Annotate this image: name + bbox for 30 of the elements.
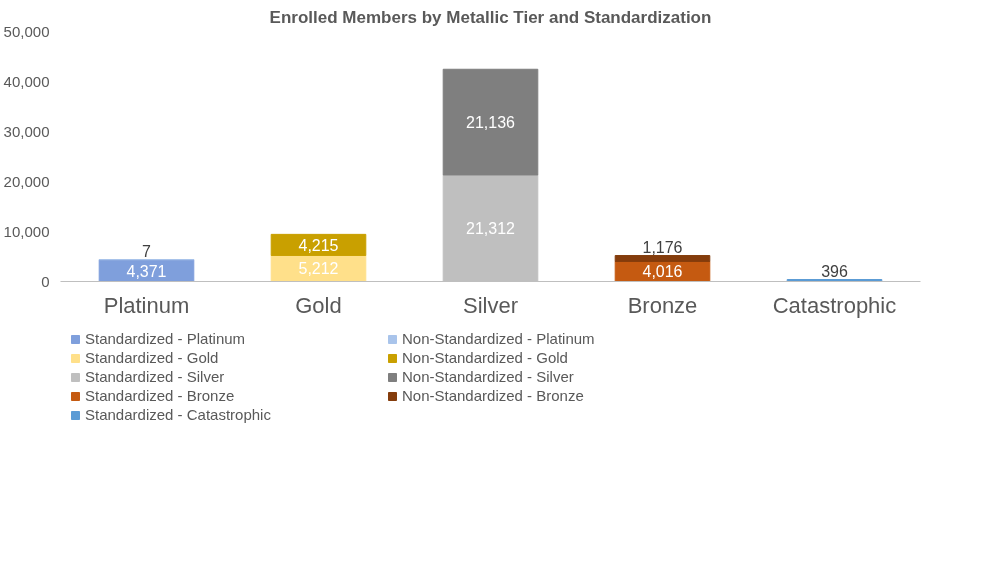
- legend-label: Standardized - Bronze: [85, 387, 236, 404]
- legend-label: Non-Standardized - Silver: [402, 368, 575, 385]
- chart-title: Enrolled Members by Metallic Tier and Standardization: [269, 7, 712, 27]
- legend-label: Non-Standardized - Gold: [402, 349, 569, 366]
- legend-label: Standardized - Platinum: [85, 330, 247, 347]
- x-tick-label: Catastrophic: [772, 292, 897, 318]
- legend-label: Standardized - Silver: [85, 368, 226, 385]
- y-tick-label: 10,000: [3, 222, 50, 240]
- y-tick-label: 50,000: [3, 22, 50, 40]
- y-tick-label: 0: [41, 272, 50, 290]
- y-tick-label: 40,000: [3, 72, 50, 90]
- data-label: 396: [821, 262, 848, 280]
- data-label: 4,016: [642, 263, 683, 281]
- legend-label: Non-Standardized - Bronze: [402, 387, 585, 404]
- data-label: 21,136: [466, 114, 516, 132]
- x-tick-label: Gold: [295, 292, 342, 318]
- data-label: 7: [142, 242, 152, 260]
- data-label: 4,371: [126, 262, 167, 280]
- y-tick-label: 20,000: [3, 172, 50, 190]
- legend-label: Non-Standardized - Platinum: [402, 330, 596, 347]
- data-label: 5,212: [298, 260, 339, 278]
- legend-label: Standardized - Gold: [85, 349, 220, 366]
- x-tick-label: Silver: [462, 292, 519, 318]
- data-label: 1,176: [642, 238, 683, 256]
- y-tick-label: 30,000: [3, 122, 50, 140]
- x-tick-label: Bronze: [627, 292, 698, 318]
- x-tick-label: Platinum: [103, 292, 190, 318]
- data-label: 4,215: [298, 236, 339, 254]
- legend-label: Standardized - Catastrophic: [85, 406, 272, 423]
- data-label: 21,312: [466, 220, 516, 238]
